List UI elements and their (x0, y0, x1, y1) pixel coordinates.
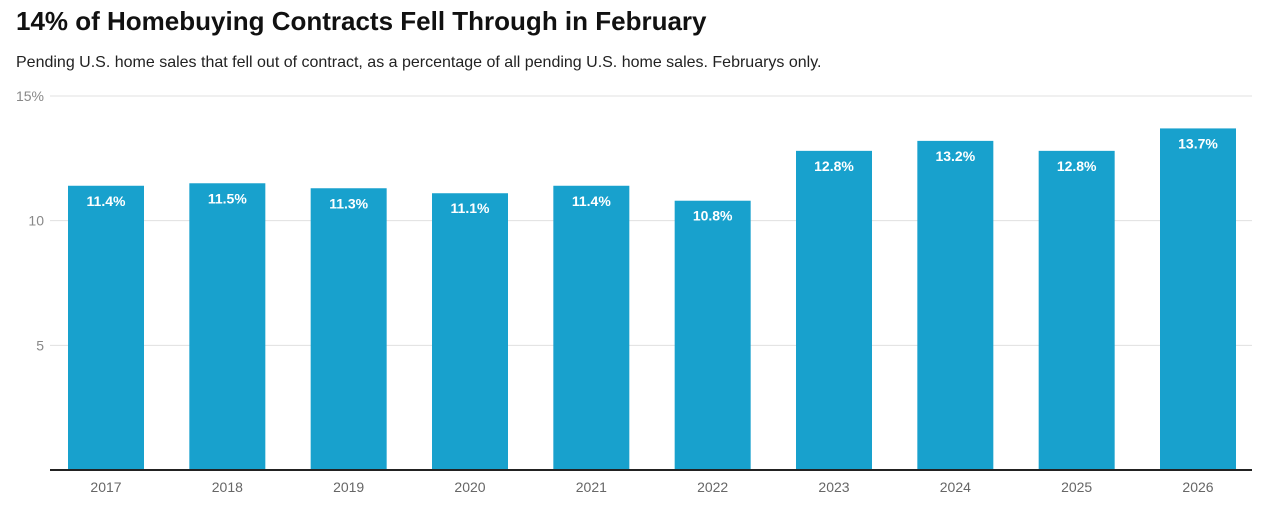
x-tick-label: 2025 (1061, 479, 1092, 495)
x-tick-label: 2023 (818, 479, 849, 495)
x-tick-label: 2020 (454, 479, 485, 495)
data-label: 13.2% (935, 148, 975, 164)
x-tick-label: 2024 (940, 479, 971, 495)
y-tick-label: 5 (36, 337, 44, 353)
data-label: 11.5% (208, 190, 247, 206)
bar (917, 140, 994, 470)
bar (674, 200, 751, 470)
chart-subtitle: Pending U.S. home sales that fell out of… (16, 54, 822, 71)
x-tick-label: 2018 (212, 479, 243, 495)
bars (68, 128, 1236, 471)
bar (68, 185, 144, 470)
bar (1160, 128, 1236, 470)
x-tick-label: 2026 (1182, 479, 1213, 495)
chart-title: 14% of Homebuying Contracts Fell Through… (16, 6, 707, 36)
x-tick-label: 2017 (90, 479, 121, 495)
bar (432, 193, 508, 471)
y-tick-label: 10 (28, 213, 44, 229)
labels: 5 10 15% 11.4% 2017 11.5% 2018 11.3% 2019 11.1% 20… (16, 88, 1218, 495)
bar (1038, 150, 1115, 470)
bar (553, 185, 630, 470)
bar (310, 188, 387, 470)
y-tick-label: 15% (16, 88, 44, 104)
data-label: 12.8% (1057, 158, 1097, 174)
bar (189, 183, 266, 470)
x-tick-label: 2022 (697, 479, 728, 495)
data-label: 11.4% (87, 193, 126, 209)
data-label: 11.4% (572, 193, 611, 209)
data-label: 12.8% (814, 158, 854, 174)
data-label: 13.7% (1178, 135, 1218, 151)
bar (796, 150, 872, 470)
x-tick-label: 2019 (333, 479, 364, 495)
data-label: 11.1% (451, 200, 490, 216)
data-label: 11.3% (329, 195, 368, 211)
x-tick-label: 2021 (576, 479, 607, 495)
data-label: 10.8% (693, 208, 733, 224)
